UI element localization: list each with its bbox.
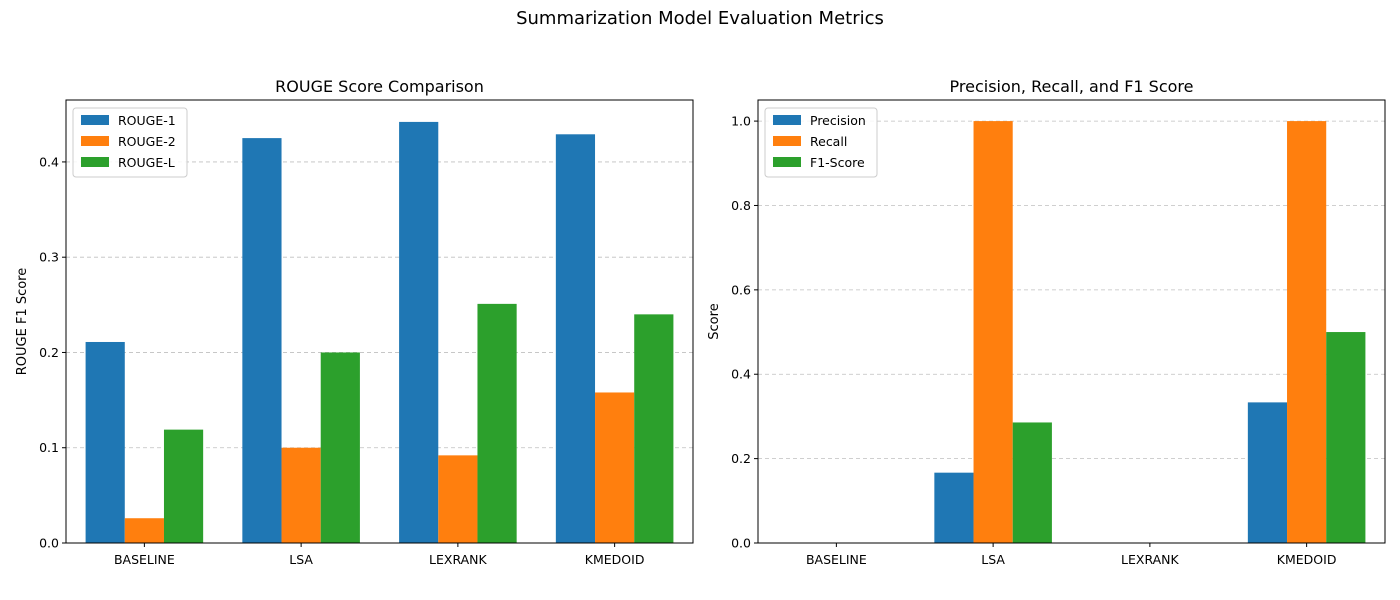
legend-swatch-precision: [773, 115, 801, 125]
legend-swatch-rouge-2: [81, 136, 109, 146]
chart-title: ROUGE Score Comparison: [275, 77, 484, 96]
y-axis-label: Score: [707, 303, 722, 339]
bar-recall-lsa: [973, 121, 1013, 543]
legend-swatch-rouge-l: [81, 157, 109, 167]
y-tick-label: 0.8: [731, 198, 751, 213]
bar-recall-kmedoid: [1287, 121, 1327, 543]
legend-label-rouge-1: ROUGE-1: [118, 113, 176, 128]
x-tick-label-baseline: BASELINE: [806, 552, 867, 567]
legend-swatch-recall: [773, 136, 801, 146]
bar-rouge-2-kmedoid: [595, 392, 635, 543]
legend-label-rouge-2: ROUGE-2: [118, 134, 176, 149]
legend-swatch-f1-score: [773, 157, 801, 167]
x-tick-label-lsa: LSA: [981, 552, 1005, 567]
x-tick-label-kmedoid: KMEDOID: [585, 552, 645, 567]
bar-rouge-l-lsa: [320, 352, 360, 543]
plot-frame: [65, 99, 694, 544]
bar-precision-lsa: [934, 472, 974, 543]
legend-label-precision: Precision: [810, 113, 866, 128]
bar-rouge-1-baseline: [85, 341, 125, 543]
y-axis-label: ROUGE F1 Score: [15, 268, 30, 376]
y-tick-label: 0.1: [39, 440, 59, 455]
y-tick-label: 0.4: [731, 367, 751, 382]
y-tick-label: 0.4: [39, 154, 59, 169]
bar-f1-score-kmedoid: [1326, 332, 1366, 543]
bar-rouge-1-lsa: [242, 138, 282, 543]
bar-rouge-2-lexrank: [438, 455, 478, 543]
y-tick-label: 0.0: [731, 536, 751, 551]
y-tick-label: 0.0: [39, 536, 59, 551]
y-tick-label: 0.2: [39, 345, 59, 360]
bar-rouge-l-lexrank: [477, 303, 517, 543]
y-tick-label: 1.0: [731, 114, 751, 129]
legend-label-rouge-l: ROUGE-L: [118, 155, 175, 170]
x-tick-label-baseline: BASELINE: [114, 552, 175, 567]
legend-label-f1-score: F1-Score: [810, 155, 865, 170]
x-tick-label-lexrank: LEXRANK: [429, 552, 488, 567]
x-tick-label-kmedoid: KMEDOID: [1277, 552, 1337, 567]
bar-f1-score-lsa: [1012, 422, 1052, 543]
bar-precision-kmedoid: [1247, 402, 1288, 543]
x-tick-label-lsa: LSA: [289, 552, 313, 567]
legend-swatch-rouge-1: [81, 115, 109, 125]
bar-rouge-1-lexrank: [399, 121, 439, 543]
y-tick-label: 0.2: [731, 451, 751, 466]
x-tick-label-lexrank: LEXRANK: [1121, 552, 1180, 567]
figure-title: Summarization Model Evaluation Metrics: [516, 8, 884, 29]
y-tick-label: 0.3: [39, 250, 59, 265]
bar-rouge-2-baseline: [124, 518, 164, 543]
bar-rouge-l-baseline: [163, 429, 204, 543]
legend-label-recall: Recall: [810, 134, 847, 149]
bar-rouge-l-kmedoid: [634, 314, 674, 543]
bar-rouge-1-kmedoid: [555, 134, 596, 544]
plot-frame: [757, 99, 1386, 544]
bar-rouge-2-lsa: [281, 447, 321, 543]
y-tick-label: 0.6: [731, 282, 751, 297]
chart-title: Precision, Recall, and F1 Score: [950, 77, 1194, 96]
